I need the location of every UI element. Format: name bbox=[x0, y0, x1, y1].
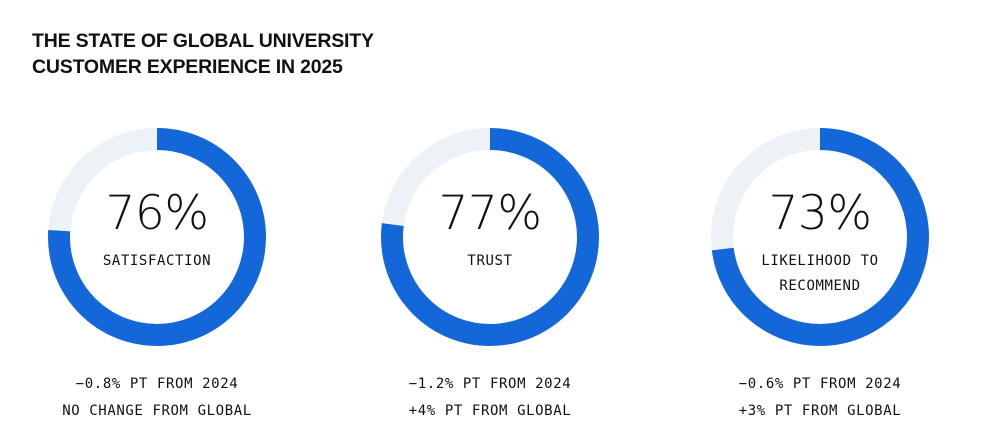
recommend-value: 73% bbox=[768, 186, 872, 241]
trust-label: TRUST bbox=[381, 249, 599, 274]
recommend-notes: −0.6% PT FROM 2024 +3% PT FROM GLOBAL bbox=[670, 371, 970, 425]
trust-note-global: +4% PT FROM GLOBAL bbox=[408, 403, 572, 419]
trust-gauge-arc bbox=[381, 128, 599, 346]
trust-note-2024: −1.2% PT FROM 2024 bbox=[408, 376, 572, 392]
satisfaction-gauge-arc bbox=[48, 128, 266, 346]
recommend-gauge-arc bbox=[711, 128, 929, 346]
recommend-label-line-1: LIKELIHOOD TO bbox=[761, 253, 879, 269]
recommend-label: LIKELIHOOD TO RECOMMEND bbox=[711, 249, 929, 299]
satisfaction-gauge-chart bbox=[48, 128, 266, 346]
trust-value: 77% bbox=[438, 186, 542, 241]
satisfaction-label: SATISFACTION bbox=[48, 249, 266, 274]
trust-label-line-1: TRUST bbox=[467, 253, 513, 269]
satisfaction-label-line-1: SATISFACTION bbox=[102, 253, 212, 269]
trust-gauge-chart bbox=[381, 128, 599, 346]
title-line-1: THE STATE OF GLOBAL UNIVERSITY bbox=[32, 30, 374, 52]
recommend-gauge-chart bbox=[711, 128, 929, 346]
page-title: THE STATE OF GLOBAL UNIVERSITY CUSTOMER … bbox=[32, 28, 374, 80]
recommend-label-line-2: RECOMMEND bbox=[779, 278, 861, 294]
trust-notes: −1.2% PT FROM 2024 +4% PT FROM GLOBAL bbox=[340, 371, 640, 425]
recommend-note-global: +3% PT FROM GLOBAL bbox=[738, 403, 902, 419]
satisfaction-note-global: NO CHANGE FROM GLOBAL bbox=[62, 403, 252, 419]
title-line-2: CUSTOMER EXPERIENCE IN 2025 bbox=[32, 56, 343, 78]
satisfaction-value: 76% bbox=[105, 186, 209, 241]
recommend-note-2024: −0.6% PT FROM 2024 bbox=[738, 376, 902, 392]
satisfaction-note-2024: −0.8% PT FROM 2024 bbox=[75, 376, 239, 392]
satisfaction-notes: −0.8% PT FROM 2024 NO CHANGE FROM GLOBAL bbox=[7, 371, 307, 425]
